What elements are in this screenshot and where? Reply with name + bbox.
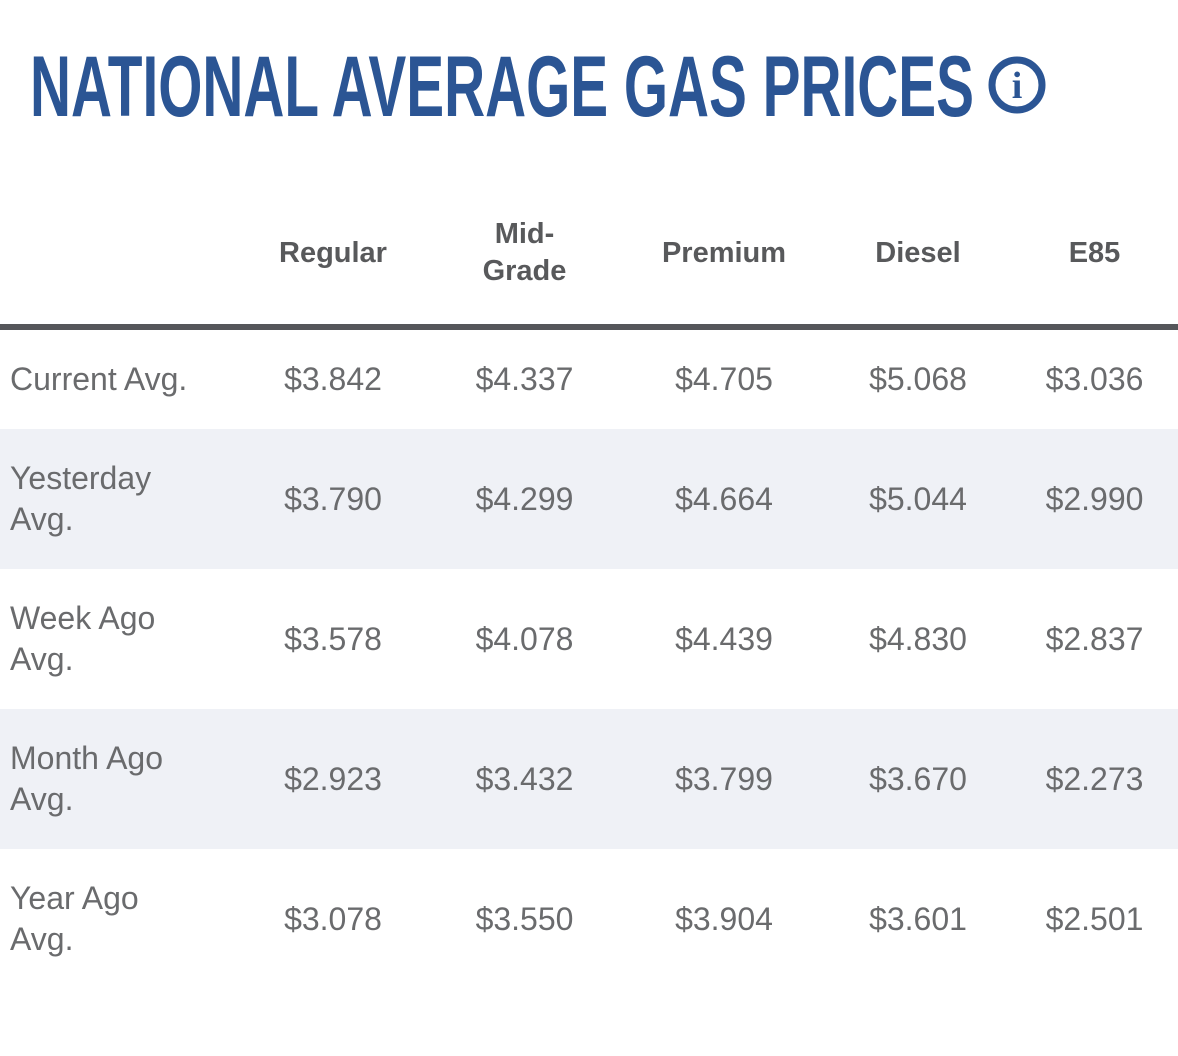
table-row: Week Ago Avg. $3.578 $4.078 $4.439 $4.83… bbox=[0, 569, 1178, 709]
column-header-midgrade: Mid- Grade bbox=[426, 176, 623, 330]
price-cell: $3.790 bbox=[284, 480, 382, 517]
info-icon[interactable]: i bbox=[986, 54, 1048, 121]
price-cell: $3.550 bbox=[475, 900, 574, 937]
price-cell: $4.830 bbox=[869, 620, 967, 657]
price-cell: $4.337 bbox=[475, 361, 574, 397]
widget-header: NATIONAL AVERAGE GAS PRICES i bbox=[0, 0, 1178, 130]
table-row: Yesterday Avg. $3.790 $4.299 $4.664 $5.0… bbox=[0, 429, 1178, 569]
price-cell: $2.923 bbox=[284, 760, 382, 797]
price-cell: $3.036 bbox=[1045, 361, 1144, 397]
row-label: Year Ago Avg. bbox=[10, 880, 139, 957]
price-cell: $3.432 bbox=[475, 760, 574, 797]
column-header-premium: Premium bbox=[623, 176, 825, 330]
price-cell: $2.273 bbox=[1045, 760, 1144, 797]
column-header-regular: Regular bbox=[240, 176, 426, 330]
table-row: Month Ago Avg. $2.923 $3.432 $3.799 $3.6… bbox=[0, 709, 1178, 849]
price-cell: $3.078 bbox=[284, 900, 382, 937]
row-label: Current Avg. bbox=[10, 361, 188, 397]
price-cell: $3.904 bbox=[675, 900, 773, 937]
table-row: Current Avg. $3.842 $4.337 $4.705 $5.068… bbox=[0, 327, 1178, 429]
price-cell: $4.664 bbox=[675, 480, 773, 517]
price-cell: $4.705 bbox=[675, 361, 773, 397]
price-cell: $4.078 bbox=[475, 620, 574, 657]
column-header-e85: E85 bbox=[1011, 176, 1178, 330]
price-cell: $3.578 bbox=[284, 620, 382, 657]
header-row: Regular Mid- Grade Premium Diesel E85 bbox=[0, 176, 1178, 330]
price-cell: $4.299 bbox=[475, 480, 574, 517]
price-cell: $2.990 bbox=[1045, 480, 1144, 517]
table-row: Year Ago Avg. $3.078 $3.550 $3.904 $3.60… bbox=[0, 849, 1178, 989]
price-cell: $3.842 bbox=[284, 361, 382, 397]
corner-cell bbox=[0, 176, 240, 330]
svg-text:i: i bbox=[1012, 65, 1023, 107]
column-header-diesel: Diesel bbox=[825, 176, 1011, 330]
row-label: Yesterday Avg. bbox=[10, 460, 152, 537]
price-cell: $3.601 bbox=[869, 900, 967, 937]
row-label: Week Ago Avg. bbox=[10, 600, 156, 677]
price-cell: $4.439 bbox=[675, 620, 773, 657]
price-cell: $2.837 bbox=[1045, 620, 1144, 657]
gas-price-table: Regular Mid- Grade Premium Diesel E85 Cu… bbox=[0, 176, 1178, 989]
row-label: Month Ago Avg. bbox=[10, 740, 163, 817]
price-cell: $3.799 bbox=[675, 760, 773, 797]
price-cell: $3.670 bbox=[869, 760, 967, 797]
page-title: NATIONAL AVERAGE GAS PRICES bbox=[30, 39, 974, 135]
price-cell: $5.044 bbox=[869, 480, 967, 517]
price-cell: $2.501 bbox=[1045, 900, 1144, 937]
price-cell: $5.068 bbox=[869, 361, 967, 397]
